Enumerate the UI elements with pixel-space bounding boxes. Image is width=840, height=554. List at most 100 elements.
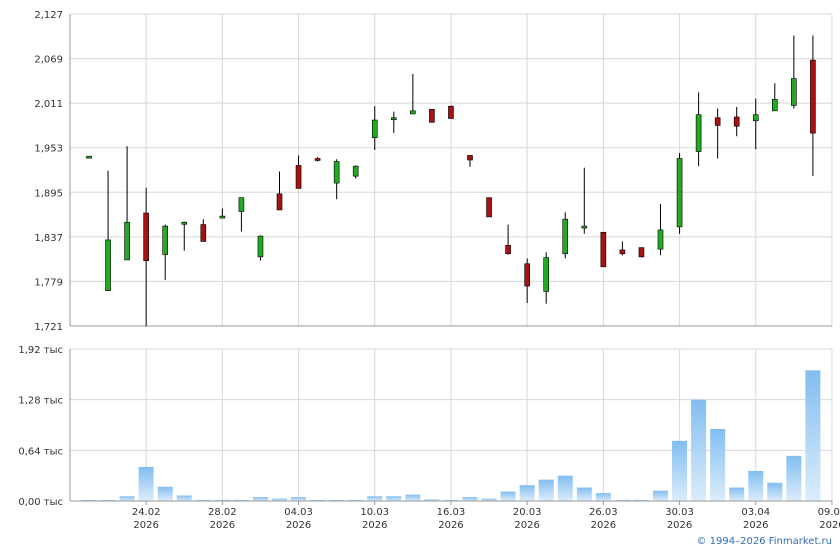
candle-body-down <box>143 212 149 261</box>
candle-body-up <box>752 114 759 122</box>
price-tick-label: 1,779 <box>34 277 63 288</box>
x-tick-date: 16.03 <box>437 507 466 518</box>
volume-bar <box>691 399 707 501</box>
x-tick-date: 30.03 <box>665 507 694 518</box>
candle <box>295 155 302 189</box>
x-tick-date: 20.03 <box>513 507 542 518</box>
candle-body-up <box>657 229 664 250</box>
volume-bar <box>252 497 268 501</box>
candle-body-up <box>162 225 168 255</box>
price-tick-label: 1,895 <box>34 188 63 199</box>
candle <box>86 155 92 159</box>
x-tick-date: 26.03 <box>589 507 618 518</box>
candle <box>543 252 550 304</box>
candle <box>638 247 645 258</box>
copyright-text[interactable]: © 1994–2026 Finmarket.ru <box>696 536 832 547</box>
candle <box>390 111 397 134</box>
candle <box>733 106 740 137</box>
candle-body-down <box>810 59 816 134</box>
volume-bar <box>767 482 783 501</box>
candle-body-up <box>219 215 226 219</box>
candle-body-up <box>181 221 188 225</box>
price-tick-label: 1,837 <box>34 233 63 244</box>
x-axis: 24.02 2026 28.02 2026 04.03 2026 10.03 2026 16.0… <box>132 501 840 531</box>
volume-bar <box>386 496 402 501</box>
volume-bar <box>805 370 821 501</box>
candle <box>524 258 530 303</box>
x-tick-date: 24.02 <box>132 507 161 518</box>
candle <box>619 241 626 256</box>
volume-bar <box>786 455 802 501</box>
candle <box>200 219 207 242</box>
volume-bar <box>538 479 554 501</box>
candle-body-down <box>429 108 435 123</box>
volume-bar <box>729 487 745 501</box>
candle <box>752 98 759 150</box>
x-tick-year: 2026 <box>210 520 235 531</box>
candle-body-up <box>105 239 111 291</box>
candle-body-up <box>124 221 130 261</box>
candle <box>124 146 130 261</box>
candle-body-down <box>276 193 283 211</box>
candle-body-down <box>314 158 321 161</box>
candle-body-up <box>257 235 264 258</box>
candle-body-up <box>390 117 397 121</box>
price-tick-label: 1,721 <box>34 322 63 333</box>
price-tick-label: 2,011 <box>34 99 63 110</box>
candle-body-up <box>676 158 683 228</box>
candle-body-up <box>581 225 588 229</box>
volume-bar <box>519 485 535 501</box>
candle-body-up <box>543 257 550 292</box>
candle <box>810 35 816 177</box>
candle-body-down <box>733 116 740 127</box>
volume-bar <box>748 470 764 501</box>
candle-body-down <box>467 155 473 161</box>
candle-body-down <box>295 165 302 189</box>
candle-body-up <box>86 155 92 159</box>
candle <box>410 73 416 115</box>
volume-tick-label: 1,92 тыс <box>18 345 63 356</box>
candle-body-down <box>638 247 645 258</box>
candle <box>105 170 111 291</box>
candle-body-down <box>505 245 511 255</box>
x-tick-year: 2026 <box>286 520 311 531</box>
candle <box>257 235 264 261</box>
x-tick-year: 2026 <box>591 520 616 531</box>
candle-body-up <box>791 78 797 106</box>
candle-body-up <box>562 218 569 255</box>
volume-panel: 1,92 тыс 1,28 тыс 0,64 тыс 0,00 тыс <box>18 345 833 508</box>
candle-body-down <box>714 117 721 126</box>
candle <box>371 106 378 151</box>
x-tick-year: 2026 <box>514 520 539 531</box>
candle-body-down <box>524 263 530 287</box>
candle-body-up <box>333 161 340 184</box>
candle <box>581 167 588 234</box>
candle <box>333 159 340 200</box>
candle <box>562 212 569 259</box>
candle-body-down <box>486 197 492 218</box>
volume-bar <box>291 497 307 501</box>
candle <box>505 224 511 255</box>
volume-bar <box>557 475 573 501</box>
volume-bar <box>710 428 726 501</box>
volume-tick-label: 0,64 тыс <box>18 446 63 457</box>
volume-bar <box>595 493 611 501</box>
candle <box>467 155 473 167</box>
volume-bar <box>176 495 192 501</box>
candle <box>429 108 435 123</box>
x-tick-year: 2026 <box>133 520 158 531</box>
candle-body-up <box>238 197 245 212</box>
volume-bar <box>481 498 497 501</box>
x-tick-year: 2026 <box>819 520 840 531</box>
price-tick-label: 2,127 <box>34 10 63 21</box>
candle-body-down <box>600 231 607 268</box>
volume-bar <box>653 490 668 501</box>
candle <box>181 221 188 251</box>
candle <box>600 231 607 268</box>
candle <box>143 187 149 326</box>
candle <box>486 197 492 218</box>
price-tick-label: 2,069 <box>34 55 63 66</box>
x-tick-year: 2026 <box>743 520 768 531</box>
